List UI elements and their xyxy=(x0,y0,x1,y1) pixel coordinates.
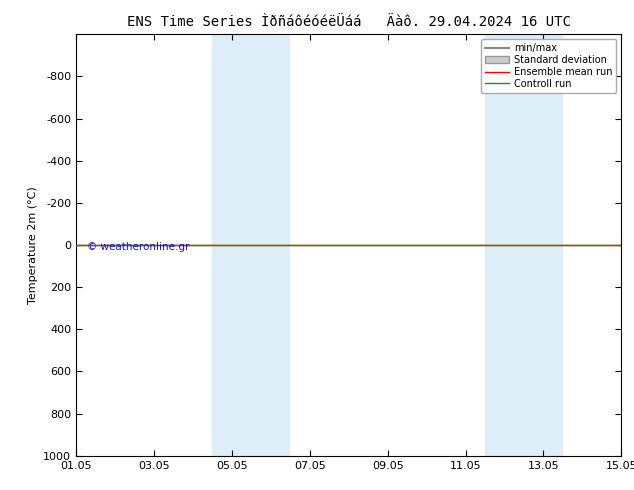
Bar xyxy=(212,34,290,456)
Text: © weatheronline.gr: © weatheronline.gr xyxy=(87,242,190,252)
Y-axis label: Temperature 2m (°C): Temperature 2m (°C) xyxy=(28,186,37,304)
Legend: min/max, Standard deviation, Ensemble mean run, Controll run: min/max, Standard deviation, Ensemble me… xyxy=(481,39,616,93)
Title: ENS Time Series ÌðñáôéóéëÜáá   Äàô. 29.04.2024 16 UTC: ENS Time Series ÌðñáôéóéëÜáá Äàô. 29.04.… xyxy=(127,15,571,29)
Bar xyxy=(485,34,563,456)
